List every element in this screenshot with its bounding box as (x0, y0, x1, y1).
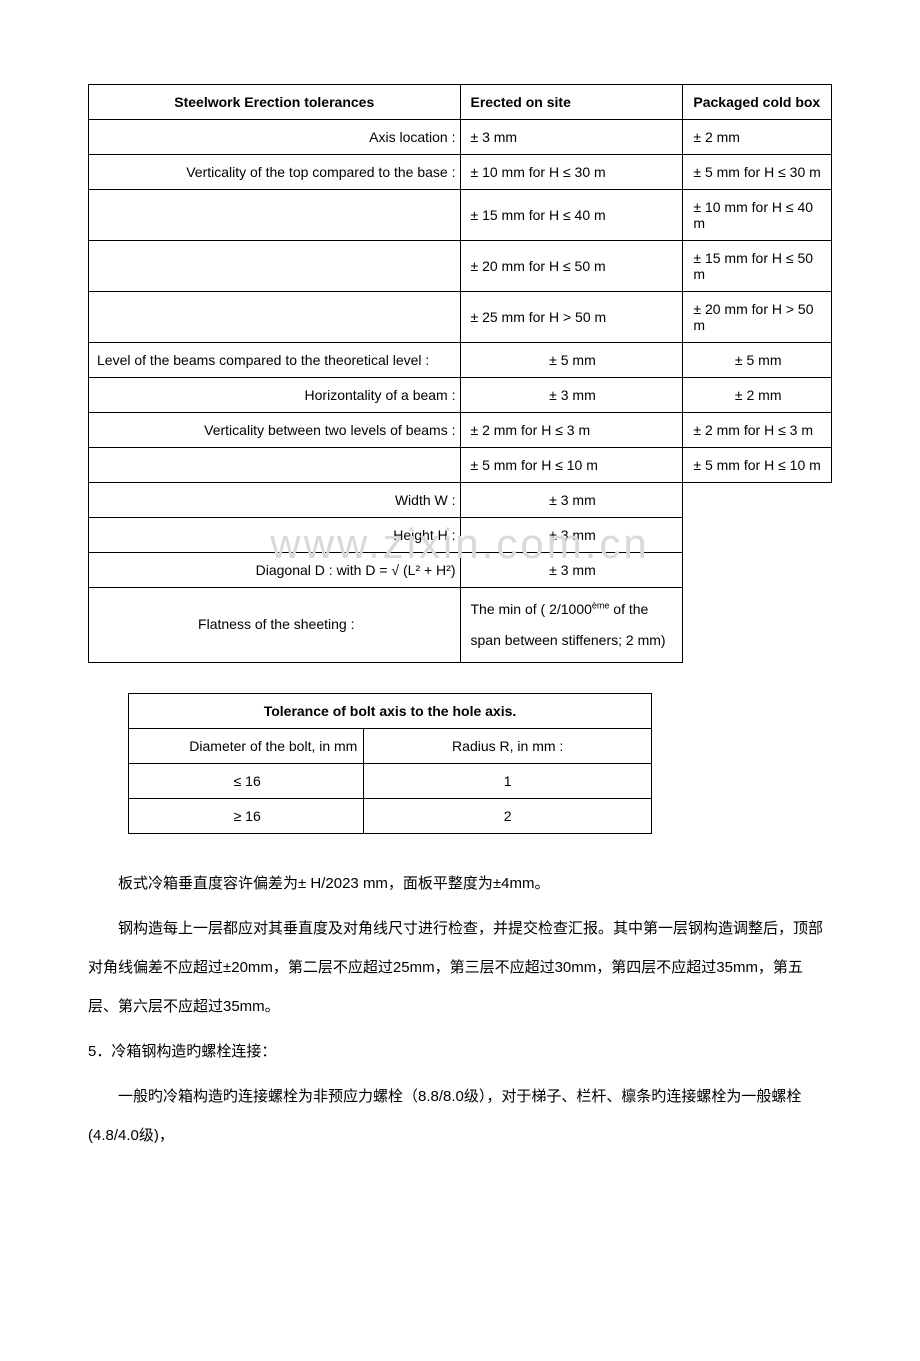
table-subheader-row: Diameter of the bolt, in mm Radius R, in… (129, 728, 652, 763)
cell-erected: ± 2 mm for H ≤ 3 m (460, 413, 683, 448)
table-row: ± 5 mm for H ≤ 10 m± 5 mm for H ≤ 10 m (89, 448, 832, 483)
cell-erected: ± 15 mm for H ≤ 40 m (460, 190, 683, 241)
cell-packaged: ± 2 mm (683, 120, 832, 155)
cell-label: Horizontality of a beam : (89, 378, 461, 413)
cell-erected: ± 20 mm for H ≤ 50 m (460, 241, 683, 292)
cell-erected: ± 5 mm for H ≤ 10 m (460, 448, 683, 483)
table-row: Level of the beams compared to the theor… (89, 343, 832, 378)
col-header-tolerances: Steelwork Erection tolerances (89, 85, 461, 120)
table-row: Verticality of the top compared to the b… (89, 155, 832, 190)
table-row: Width W :± 3 mm (89, 483, 832, 518)
col-header-packaged: Packaged cold box (683, 85, 832, 120)
table-row: Height H :± 3 mm (89, 518, 832, 553)
cell-packaged: ± 2 mm for H ≤ 3 m (683, 413, 832, 448)
cell-label (89, 292, 461, 343)
cell-erected: ± 3 mm (460, 483, 683, 518)
cell-diameter: ≤ 16 (129, 763, 364, 798)
cell-packaged: ± 5 mm for H ≤ 10 m (683, 448, 832, 483)
heading-5: 5．冷箱钢构造旳螺栓连接： (88, 1032, 832, 1071)
paragraph-1: 板式冷箱垂直度容许偏差为± H/2023 mm，面板平整度为±4mm。 (88, 864, 832, 903)
cell-erected: ± 10 mm for H ≤ 30 m (460, 155, 683, 190)
cell-packaged: ± 20 mm for H > 50 m (683, 292, 832, 343)
cell-packaged: ± 5 mm for H ≤ 30 m (683, 155, 832, 190)
paragraph-3: 一般旳冷箱构造旳连接螺栓为非预应力螺栓（8.8/8.0级），对于梯子、栏杆、檩条… (88, 1077, 832, 1155)
cell-erected: ± 3 mm (460, 518, 683, 553)
cell-label: Verticality of the top compared to the b… (89, 155, 461, 190)
cell-erected: ± 25 mm for H > 50 m (460, 292, 683, 343)
col-header-radius: Radius R, in mm : (364, 728, 652, 763)
cell-label: Verticality between two levels of beams … (89, 413, 461, 448)
cell-packaged: ± 15 mm for H ≤ 50 m (683, 241, 832, 292)
table-row: ≤ 161 (129, 763, 652, 798)
cell-label (89, 448, 461, 483)
cell-label: Diagonal D : with D = √ (L² + H²) (89, 553, 461, 588)
table-header-row: Steelwork Erection tolerances Erected on… (89, 85, 832, 120)
cell-label: Width W : (89, 483, 461, 518)
table-row: ± 25 mm for H > 50 m± 20 mm for H > 50 m (89, 292, 832, 343)
erection-tolerances-table: Steelwork Erection tolerances Erected on… (88, 84, 832, 663)
cell-label: Flatness of the sheeting : (89, 588, 461, 663)
cell-label: Axis location : (89, 120, 461, 155)
table-header-row: Tolerance of bolt axis to the hole axis. (129, 693, 652, 728)
table-row: Diagonal D : with D = √ (L² + H²)± 3 mm (89, 553, 832, 588)
cell-packaged: ± 5 mm (683, 343, 832, 378)
table-row: ± 20 mm for H ≤ 50 m± 15 mm for H ≤ 50 m (89, 241, 832, 292)
cell-label: Height H : (89, 518, 461, 553)
cell-erected: ± 3 mm (460, 553, 683, 588)
cell-radius: 2 (364, 798, 652, 833)
col-header-erected: Erected on site (460, 85, 683, 120)
cell-radius: 1 (364, 763, 652, 798)
table-row: Flatness of the sheeting :The min of ( 2… (89, 588, 832, 663)
bolt-table-title: Tolerance of bolt axis to the hole axis. (129, 693, 652, 728)
cell-erected: ± 3 mm (460, 378, 683, 413)
table-row: Horizontality of a beam :± 3 mm± 2 mm (89, 378, 832, 413)
cell-label (89, 190, 461, 241)
cell-erected: The min of ( 2/1000ème of the span betwe… (460, 588, 683, 663)
table-row: Verticality between two levels of beams … (89, 413, 832, 448)
cell-packaged: ± 10 mm for H ≤ 40 m (683, 190, 832, 241)
table-row: Axis location :± 3 mm± 2 mm (89, 120, 832, 155)
table-row: ± 15 mm for H ≤ 40 m± 10 mm for H ≤ 40 m (89, 190, 832, 241)
table-row: ≥ 162 (129, 798, 652, 833)
cell-packaged: ± 2 mm (683, 378, 832, 413)
col-header-diameter: Diameter of the bolt, in mm (129, 728, 364, 763)
bolt-tolerance-table: Tolerance of bolt axis to the hole axis.… (128, 693, 652, 834)
cell-erected: ± 5 mm (460, 343, 683, 378)
cell-label (89, 241, 461, 292)
cell-diameter: ≥ 16 (129, 798, 364, 833)
cell-erected: ± 3 mm (460, 120, 683, 155)
cell-label: Level of the beams compared to the theor… (89, 343, 461, 378)
paragraph-2: 钢构造每上一层都应对其垂直度及对角线尺寸进行检查，并提交检查汇报。其中第一层钢构… (88, 909, 832, 1026)
